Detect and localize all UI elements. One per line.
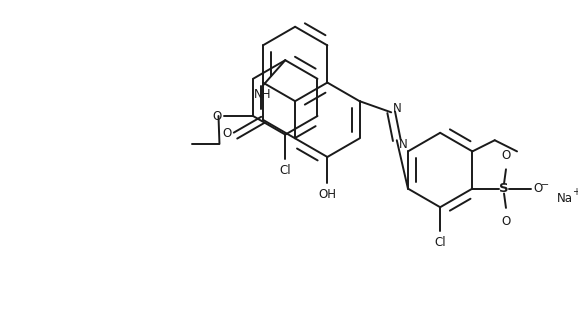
Text: N: N (393, 102, 402, 115)
Text: O: O (212, 110, 221, 123)
Text: Cl: Cl (434, 236, 446, 249)
Text: O: O (501, 215, 510, 228)
Text: S: S (499, 182, 509, 195)
Text: OH: OH (318, 188, 336, 201)
Text: O: O (533, 182, 543, 195)
Text: O: O (223, 127, 232, 140)
Text: NH: NH (254, 88, 272, 101)
Text: O: O (501, 149, 510, 163)
Text: −: − (540, 180, 549, 190)
Text: N: N (399, 138, 407, 151)
Text: Cl: Cl (279, 164, 291, 177)
Text: Na: Na (557, 192, 573, 205)
Text: +: + (572, 187, 578, 197)
